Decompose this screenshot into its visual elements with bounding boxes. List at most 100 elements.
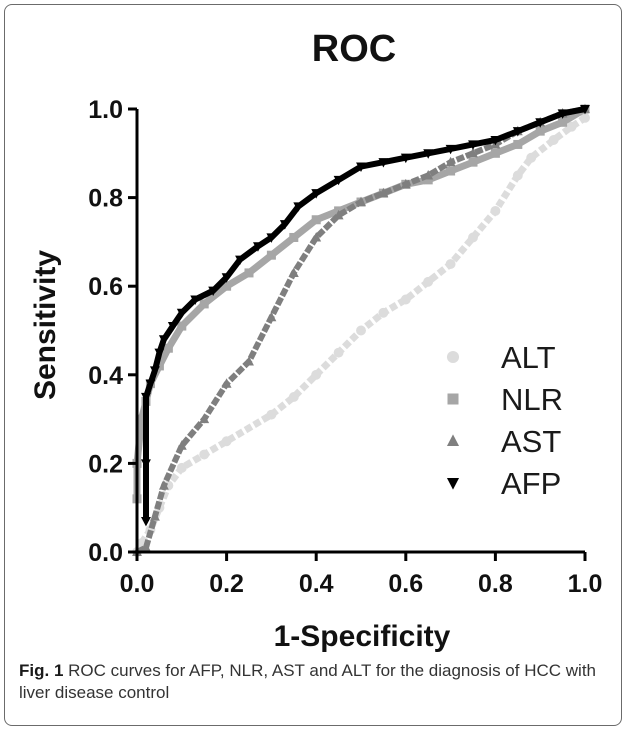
y-tick-label: 0.8 — [88, 185, 123, 213]
data-point-afp — [253, 242, 263, 252]
data-point-nlr — [289, 232, 299, 242]
data-point-afp — [512, 127, 523, 137]
data-point-nlr — [244, 268, 254, 278]
data-point-ast — [266, 311, 277, 322]
data-point-afp — [141, 516, 151, 527]
series-layer — [132, 103, 590, 557]
roc-chart: ROC Sensitivity 1-Specificity 0.0 0.2 0.4 0… — [29, 28, 602, 653]
data-point-alt — [490, 205, 501, 216]
data-point-alt — [526, 152, 537, 163]
data-point-ast — [158, 480, 169, 490]
y-tick-label: 0.0 — [88, 539, 123, 567]
data-point-nlr — [266, 250, 276, 260]
data-point-nlr — [513, 139, 523, 149]
data-point-alt — [378, 307, 389, 318]
data-point-alt — [512, 170, 523, 181]
data-point-nlr — [558, 117, 568, 127]
data-point-afp — [445, 144, 456, 155]
x-tick-label: 0.6 — [388, 570, 423, 598]
data-point-ast — [468, 147, 478, 158]
data-point-nlr — [199, 299, 209, 309]
data-point-alt — [468, 232, 478, 243]
data-point-nlr — [535, 126, 545, 136]
x-tick-label: 0.8 — [478, 570, 513, 598]
data-point-afp — [266, 233, 277, 243]
data-point-alt — [311, 369, 322, 380]
data-point-afp — [293, 202, 304, 212]
x-axis-label: 1-Specificity — [274, 620, 451, 653]
data-point-ast — [141, 542, 151, 552]
data-point-alt — [566, 121, 577, 132]
data-point-afp — [400, 153, 411, 164]
x-tick-label: 0.4 — [299, 570, 334, 598]
legend: ALT NLR AST AFP — [446, 340, 563, 501]
data-point-afp — [468, 140, 478, 150]
axes-layer: 0.0 0.2 0.4 0.6 0.8 1.0 0.0 0.2 0.4 0.6 0.8 1.0 — [88, 96, 602, 598]
data-point-alt — [333, 347, 344, 358]
data-point-nlr — [490, 148, 500, 158]
data-point-afp — [235, 255, 245, 266]
data-point-afp — [333, 175, 344, 186]
data-point-afp — [490, 135, 501, 146]
caption-text: ROC curves for AFP, NLR, AST and ALT for… — [19, 661, 596, 702]
x-tick-label: 0.0 — [120, 570, 155, 598]
data-point-ast — [288, 267, 299, 277]
legend-marker-nlr — [447, 393, 459, 405]
data-point-afp — [208, 286, 219, 297]
legend-label-alt: ALT — [501, 340, 556, 375]
legend-marker-afp — [446, 478, 460, 490]
legend-marker-alt — [446, 350, 460, 364]
data-point-nlr — [154, 361, 164, 371]
data-point-nlr — [177, 321, 187, 331]
legend-marker-ast — [446, 434, 460, 446]
y-tick-label: 0.2 — [88, 450, 123, 478]
data-point-alt — [356, 325, 366, 336]
data-point-alt — [288, 392, 299, 402]
data-point-afp — [141, 392, 151, 403]
x-tick-label: 0.2 — [209, 570, 244, 598]
data-point-afp — [190, 295, 201, 305]
data-point-nlr — [136, 414, 146, 424]
data-point-alt — [221, 436, 232, 447]
legend-label-afp: AFP — [501, 466, 561, 501]
data-point-afp — [279, 220, 290, 230]
data-point-nlr — [311, 215, 321, 225]
data-point-ast — [445, 156, 456, 167]
data-point-afp — [221, 273, 232, 283]
data-point-afp — [167, 322, 178, 332]
data-point-alt — [445, 259, 456, 269]
data-point-nlr — [446, 166, 456, 176]
data-point-afp — [580, 104, 590, 115]
data-point-ast — [356, 196, 366, 207]
data-point-ast — [311, 232, 322, 242]
data-point-afp — [535, 118, 546, 128]
x-tick-label: 1.0 — [568, 570, 603, 598]
data-point-ast — [149, 511, 160, 521]
data-point-alt — [423, 276, 434, 287]
data-point-ast — [244, 356, 254, 366]
data-point-afp — [154, 348, 165, 359]
figure-caption: Fig. 1 ROC curves for AFP, NLR, AST and … — [19, 660, 615, 704]
data-point-ast — [400, 178, 411, 189]
data-point-ast — [199, 413, 210, 424]
y-tick-label: 0.6 — [88, 273, 123, 301]
data-point-afp — [356, 162, 366, 172]
data-point-alt — [400, 294, 411, 305]
data-point-ast — [423, 170, 434, 180]
data-point-afp — [145, 379, 156, 390]
y-tick-label: 0.4 — [88, 362, 123, 390]
data-point-ast — [333, 209, 344, 220]
data-point-afp — [176, 308, 187, 319]
chart-title: ROC — [312, 28, 396, 70]
data-point-afp — [158, 335, 169, 345]
data-point-alt — [176, 462, 187, 473]
legend-label-ast: AST — [501, 424, 561, 459]
figure-frame: ROC Sensitivity 1-Specificity 0.0 0.2 0.4 0… — [4, 4, 622, 726]
caption-label: Fig. 1 — [19, 661, 64, 680]
data-point-nlr — [423, 175, 433, 185]
data-point-nlr — [163, 343, 173, 353]
data-point-afp — [141, 459, 151, 469]
data-point-ast — [176, 440, 187, 450]
y-axis-label: Sensitivity — [29, 250, 62, 400]
data-point-alt — [580, 112, 590, 123]
